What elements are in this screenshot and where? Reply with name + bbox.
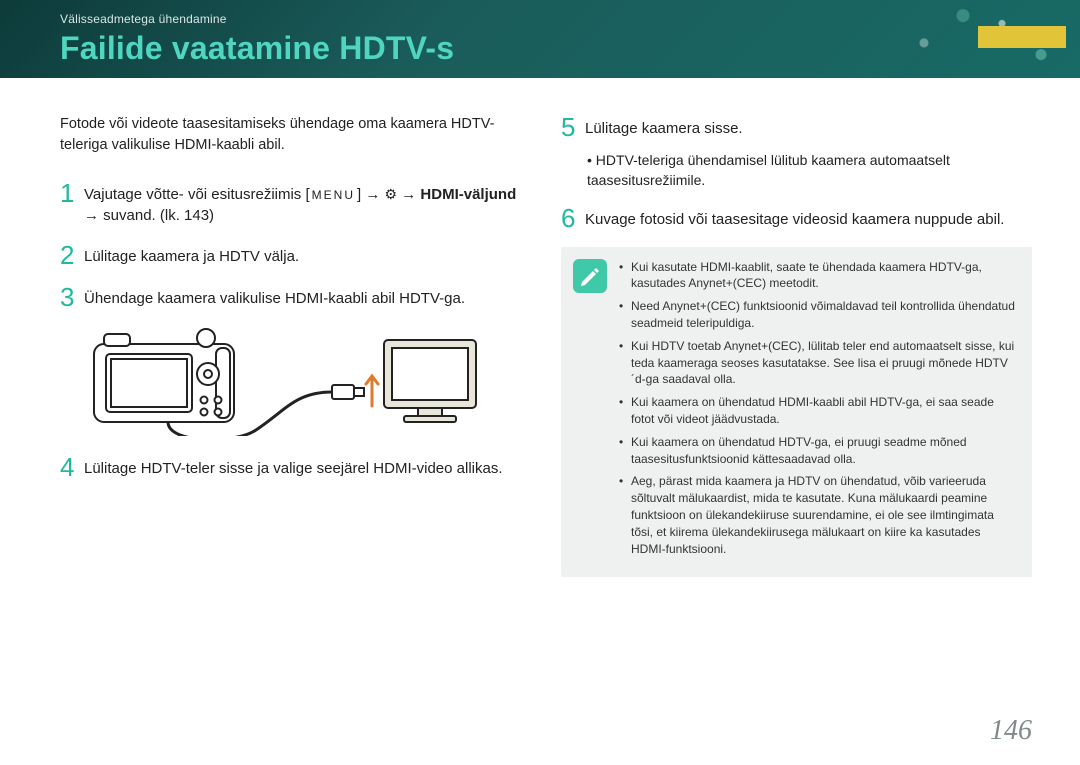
step-2: 2 Lülitage kaamera ja HDTV välja. bbox=[60, 242, 531, 268]
step-body: Lülitage kaamera sisse. bbox=[585, 114, 743, 140]
step-text-mid: ] → bbox=[357, 186, 385, 203]
menu-glyph: MENU bbox=[310, 187, 357, 204]
connection-diagram bbox=[86, 326, 531, 436]
step-6: 6 Kuvage fotosid või taasesitage videosi… bbox=[561, 205, 1032, 231]
step-number: 2 bbox=[60, 242, 84, 268]
intro-text: Fotode või videote taasesitamiseks ühend… bbox=[60, 114, 531, 156]
step-body: Lülitage HDTV-teler sisse ja valige seej… bbox=[84, 454, 503, 480]
step-number: 1 bbox=[60, 180, 84, 226]
step-text-post1: → bbox=[397, 186, 420, 203]
note-item: Kui kaamera on ühendatud HDTV-ga, ei pru… bbox=[619, 434, 1018, 468]
note-item: Kui kaamera on ühendatud HDMI-kaabli abi… bbox=[619, 394, 1018, 428]
step-bold: HDMI-väljund bbox=[420, 186, 516, 203]
right-column: 5 Lülitage kaamera sisse. HDTV-teleriga … bbox=[561, 114, 1032, 577]
step-3: 3 Ühendage kaamera valikulise HDMI-kaabl… bbox=[60, 284, 531, 310]
step-text-pre: Vajutage võtte- või esitusrežiimis [ bbox=[84, 186, 310, 203]
note-box: Kui kasutate HDMI-kaablit, saate te ühen… bbox=[561, 247, 1032, 578]
step-number: 4 bbox=[60, 454, 84, 480]
step-number: 6 bbox=[561, 205, 585, 231]
page-number: 146 bbox=[990, 715, 1032, 747]
note-list: Kui kasutate HDMI-kaablit, saate te ühen… bbox=[619, 259, 1018, 564]
content-area: Fotode või videote taasesitamiseks ühend… bbox=[0, 78, 1080, 577]
page-header: Välisseadmetega ühendamine Failide vaata… bbox=[0, 0, 1080, 78]
step-body: Kuvage fotosid või taasesitage videosid … bbox=[585, 205, 1004, 231]
step-body: Lülitage kaamera ja HDTV välja. bbox=[84, 242, 299, 268]
step-4: 4 Lülitage HDTV-teler sisse ja valige se… bbox=[60, 454, 531, 480]
step-1: 1 Vajutage võtte- või esitusrežiimis [ME… bbox=[60, 180, 531, 226]
note-item: Aeg, pärast mida kaamera ja HDTV on ühen… bbox=[619, 473, 1018, 557]
step-body: Vajutage võtte- või esitusrežiimis [MENU… bbox=[84, 180, 531, 226]
gear-icon: ⚙ bbox=[385, 186, 398, 202]
page-title: Failide vaatamine HDTV-s bbox=[60, 30, 1080, 67]
step-number: 5 bbox=[561, 114, 585, 140]
left-column: Fotode või videote taasesitamiseks ühend… bbox=[60, 114, 531, 577]
pencil-icon bbox=[573, 259, 607, 293]
sub-bullet: HDTV-teleriga ühendamisel lülitub kaamer… bbox=[561, 150, 1032, 191]
step-text-post2: → suvand. (lk. 143) bbox=[84, 207, 214, 224]
note-item: Kui HDTV toetab Anynet+(CEC), lülitab te… bbox=[619, 338, 1018, 388]
breadcrumb: Välisseadmetega ühendamine bbox=[60, 12, 1080, 26]
accent-bar bbox=[978, 26, 1066, 48]
note-item: Kui kasutate HDMI-kaablit, saate te ühen… bbox=[619, 259, 1018, 293]
step-body: Ühendage kaamera valikulise HDMI-kaabli … bbox=[84, 284, 465, 310]
step-5: 5 Lülitage kaamera sisse. bbox=[561, 114, 1032, 140]
note-item: Need Anynet+(CEC) funktsioonid võimaldav… bbox=[619, 298, 1018, 332]
step-number: 3 bbox=[60, 284, 84, 310]
